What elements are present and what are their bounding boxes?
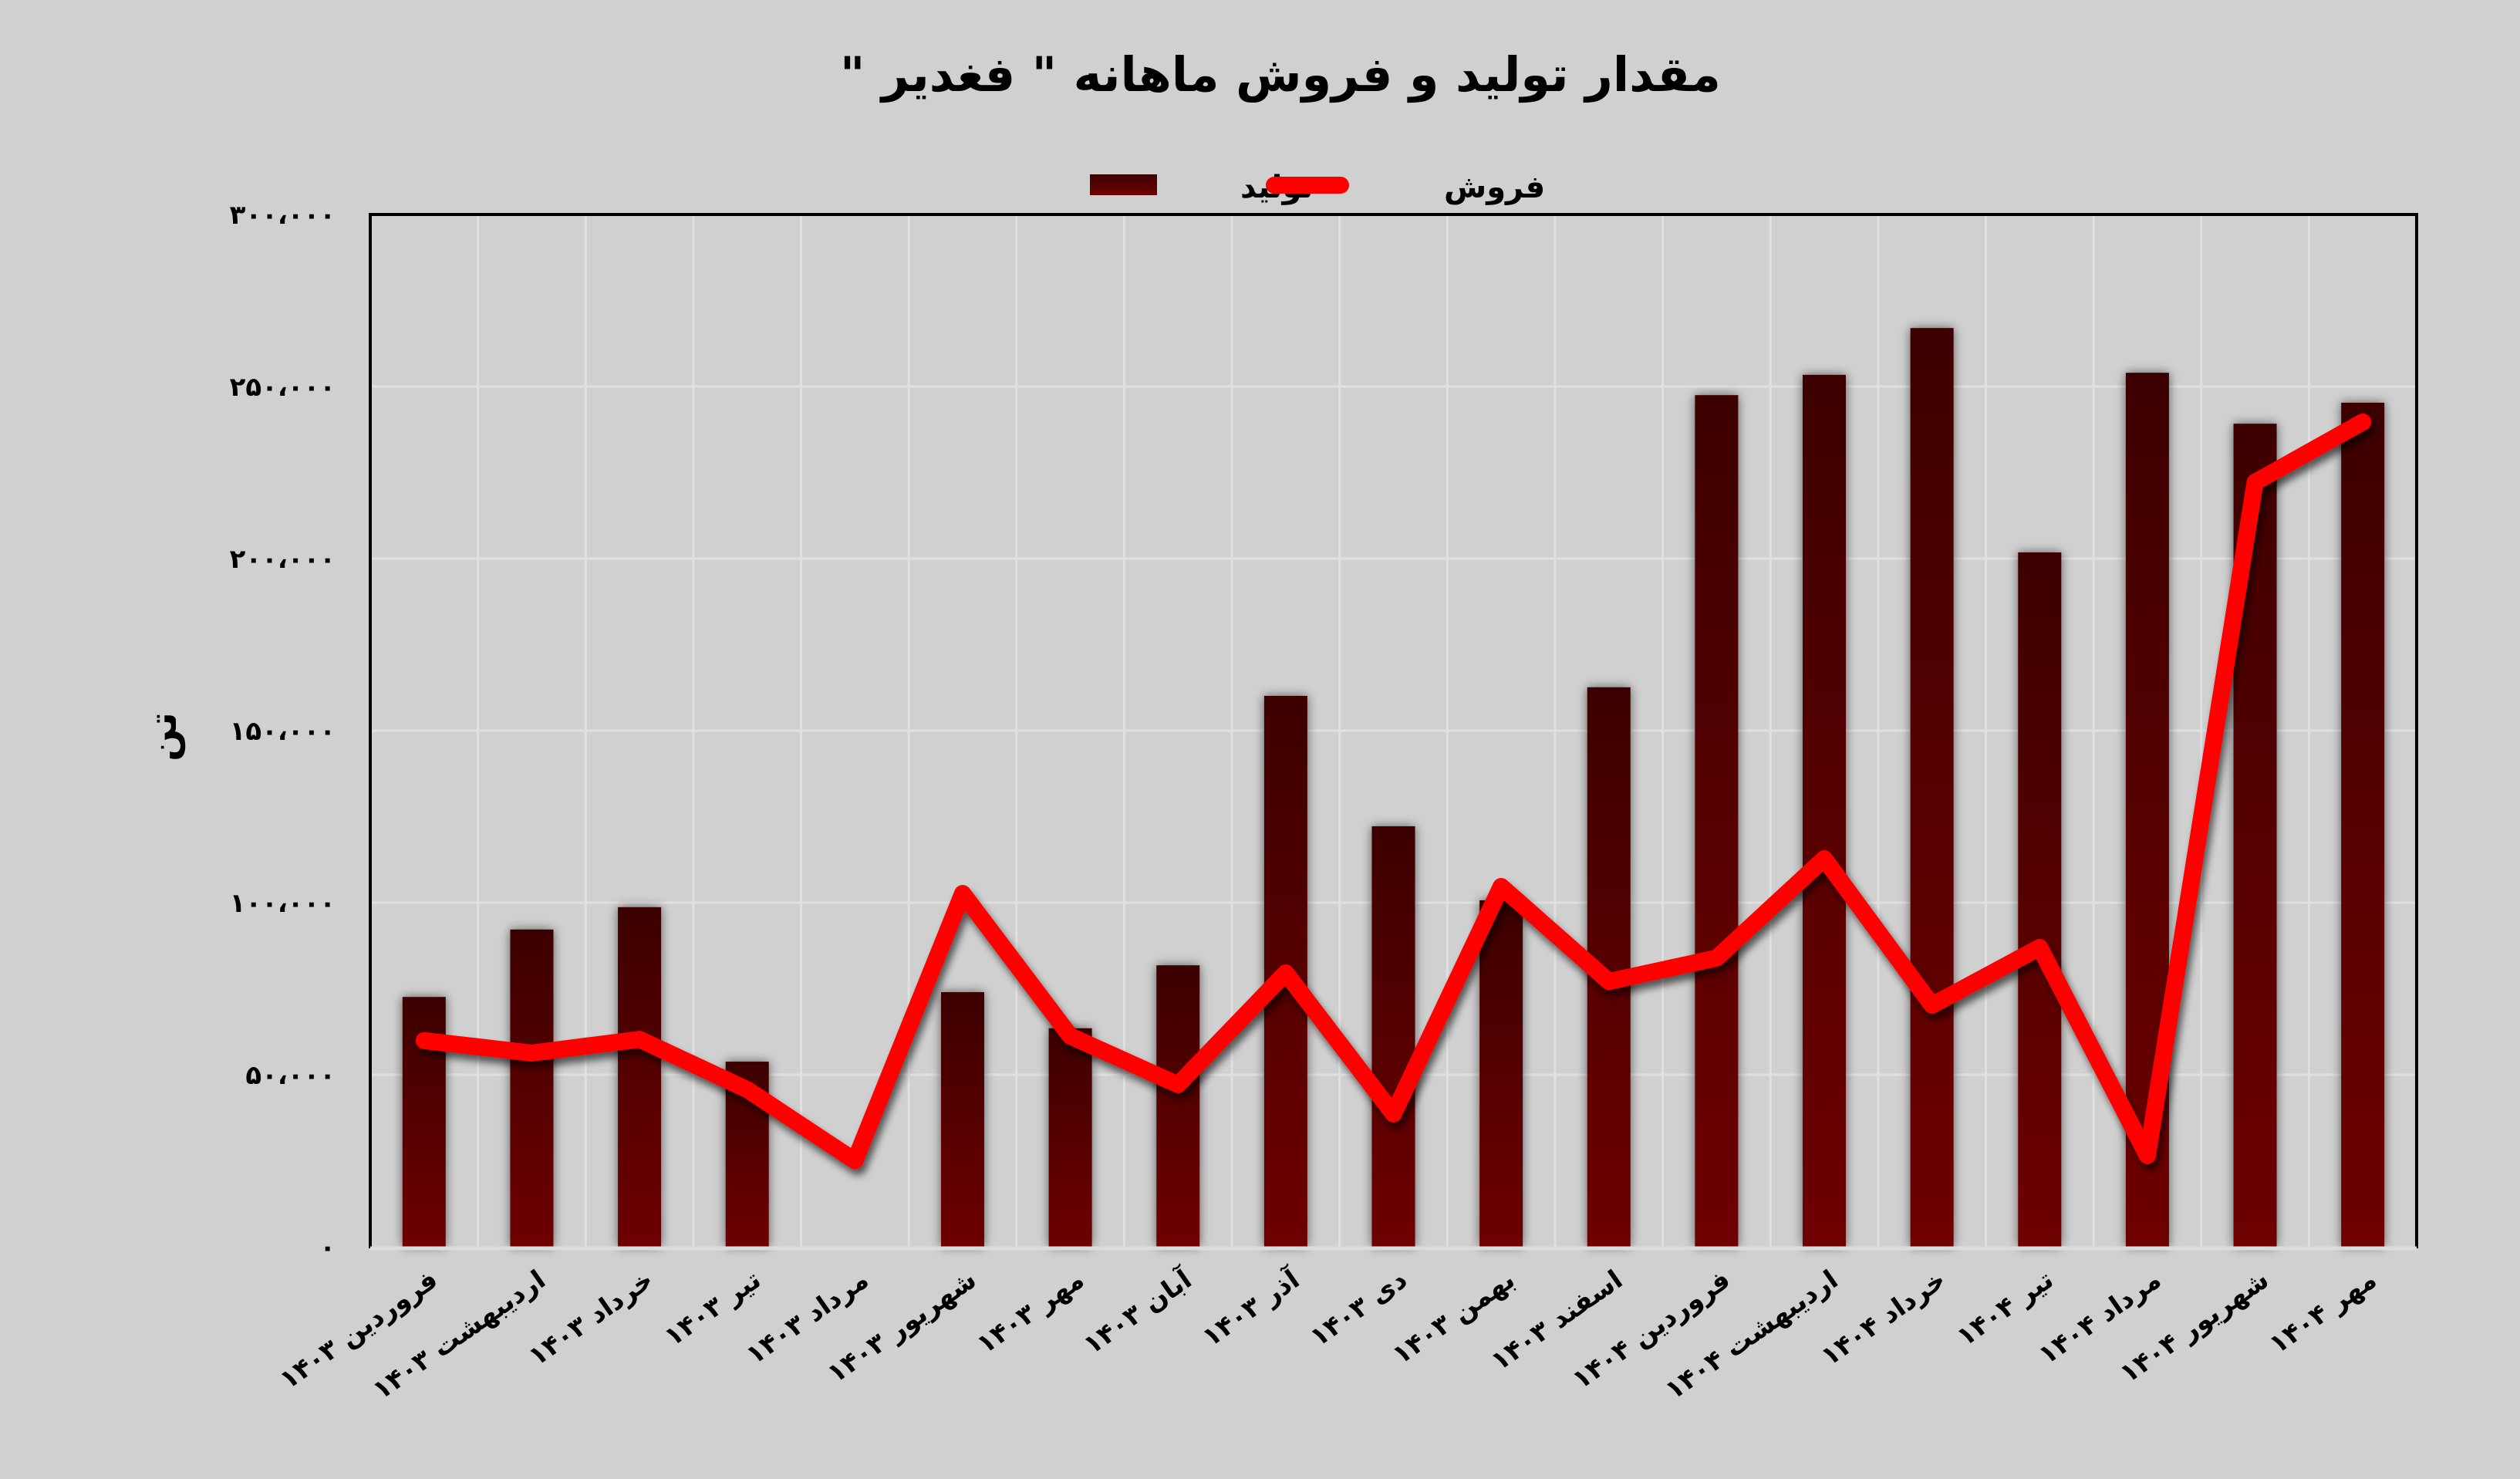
- legend: تولید فروش: [1090, 170, 1545, 205]
- production-bar: [2018, 552, 2062, 1247]
- y-tick-label: ۰: [319, 1232, 336, 1263]
- y-axis-ticks: ۰ ۵۰،۰۰۰ ۱۰۰،۰۰۰ ۱۵۰،۰۰۰ ۲۰۰،۰۰۰ ۲۵۰،۰۰۰ ۳۰۰،۰…: [230, 200, 336, 1263]
- x-category-label: آبان ۱۴۰۳: [1077, 1262, 1198, 1361]
- x-category-label: مهر ۱۴۰۳: [971, 1265, 1090, 1360]
- production-bar: [2341, 402, 2385, 1248]
- production-bar: [618, 907, 662, 1247]
- y-tick-label: ۲۰۰،۰۰۰: [230, 544, 336, 575]
- sales-line: [415, 413, 2372, 1170]
- production-bar: [1803, 374, 1847, 1248]
- production-bar: [1910, 328, 1954, 1248]
- y-axis-title: تن: [140, 712, 186, 761]
- production-bar: [940, 991, 984, 1247]
- sales-polyline: [415, 413, 2372, 1170]
- legend-production-swatch: [1090, 174, 1157, 195]
- production-bar: [1371, 826, 1415, 1247]
- chart-title: مقدار تولید و فروش ماهانه " فغدیر ": [840, 46, 1721, 103]
- production-bar: [1479, 900, 1523, 1247]
- legend-sales-label: فروش: [1444, 170, 1545, 205]
- production-bar: [1156, 965, 1200, 1247]
- y-tick-label: ۱۰۰،۰۰۰: [230, 888, 336, 919]
- y-tick-label: ۱۵۰،۰۰۰: [230, 716, 336, 747]
- y-tick-label: ۳۰۰،۰۰۰: [230, 200, 336, 231]
- axes: [369, 213, 2418, 1251]
- x-category-label: آذر ۱۴۰۳: [1196, 1262, 1306, 1353]
- production-bar: [1695, 395, 1739, 1247]
- production-bar: [1048, 1028, 1092, 1247]
- production-bar: [510, 929, 554, 1247]
- y-tick-label: ۵۰،۰۰۰: [245, 1060, 336, 1091]
- x-category-label: مهر ۱۴۰۴: [2264, 1265, 2383, 1360]
- y-tick-label: ۲۵۰،۰۰۰: [230, 372, 336, 403]
- gridlines: [370, 213, 2417, 1247]
